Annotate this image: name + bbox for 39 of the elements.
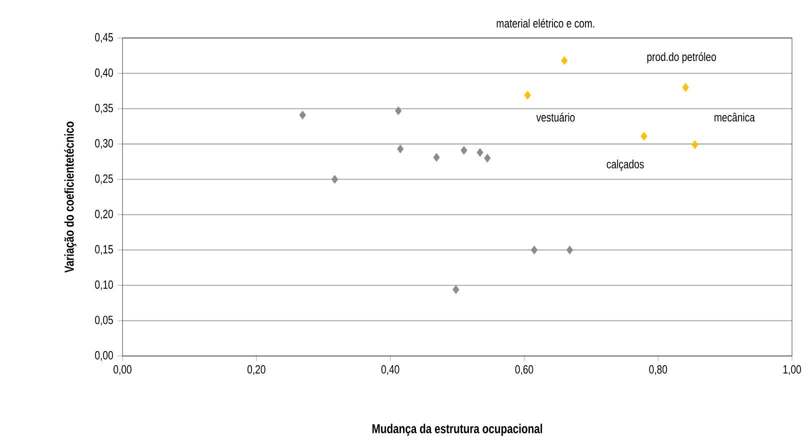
annotation: calçados [606, 160, 644, 171]
annotation: mecânica [714, 112, 755, 122]
point [299, 110, 306, 120]
point [530, 246, 538, 254]
point [394, 106, 402, 116]
point [640, 132, 648, 141]
point [561, 56, 568, 66]
y-tick-label: 0,15 [95, 245, 113, 255]
point [452, 285, 460, 294]
y-tick-label: 0,30 [95, 139, 113, 149]
point [566, 246, 574, 254]
x-tick-label: 0,60 [515, 365, 534, 376]
x-axis-title: Mudança da estrutura ocupacional [372, 424, 542, 436]
annotation: prod.do petróleo [647, 52, 716, 64]
annotation: material elétrico e com. [496, 18, 594, 28]
x-tick-label: 0,20 [247, 365, 266, 376]
point [397, 144, 404, 154]
point [484, 154, 491, 163]
x-tick-label: 0,80 [649, 365, 668, 376]
point [692, 140, 698, 150]
point [682, 83, 689, 92]
y-tick-label: 0,35 [95, 104, 113, 114]
y-tick-label: 0,25 [95, 174, 113, 184]
y-tick-label: 0,05 [95, 316, 113, 326]
point [331, 174, 338, 184]
x-tick-label: 0,40 [381, 365, 400, 376]
annotation: vestuário [536, 112, 575, 122]
point [476, 148, 484, 157]
point [460, 146, 468, 155]
y-tick-label: 0,10 [95, 280, 113, 290]
x-tick-label: 0,00 [114, 365, 132, 376]
y-tick-label: 0,40 [95, 68, 113, 78]
point [524, 90, 531, 100]
y-tick-label: 0,00 [95, 351, 113, 361]
y-tick-label: 0,45 [95, 33, 113, 43]
y-axis-title: Variação do coeficientetécnico [64, 122, 76, 273]
x-tick-label: 1,00 [783, 365, 801, 376]
y-tick-label: 0,20 [95, 210, 113, 220]
point [433, 153, 440, 162]
